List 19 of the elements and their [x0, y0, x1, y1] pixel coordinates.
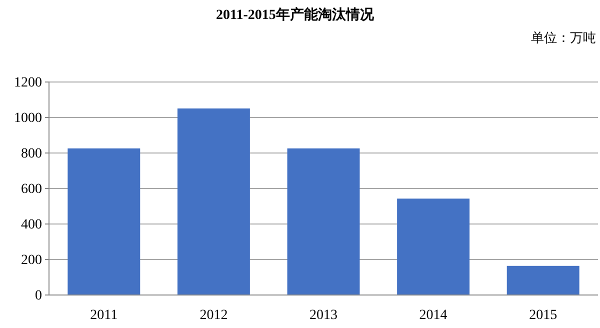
- x-tick-label: 2012: [200, 308, 228, 323]
- x-tick-label: 2011: [90, 308, 118, 323]
- y-tick-label: 600: [21, 182, 42, 197]
- y-tick-label: 1200: [14, 75, 42, 90]
- y-tick-label: 400: [21, 217, 42, 232]
- x-tick-label: 2015: [529, 308, 558, 323]
- x-tick-label: 2014: [419, 308, 448, 323]
- chart-title: 2011-2015年产能淘汰情况: [216, 6, 375, 23]
- y-tick-label: 1000: [14, 110, 42, 126]
- bar: [506, 266, 580, 295]
- y-tick-label: 800: [21, 146, 42, 162]
- y-tick-label: 0: [35, 288, 42, 304]
- bar: [177, 108, 250, 295]
- bar: [287, 148, 360, 295]
- bar: [397, 198, 470, 295]
- y-tick-label: 200: [21, 252, 42, 268]
- x-tick-label: 2013: [310, 308, 338, 323]
- chart-subtitle: 单位：万吨: [531, 31, 596, 46]
- bar: [68, 148, 140, 295]
